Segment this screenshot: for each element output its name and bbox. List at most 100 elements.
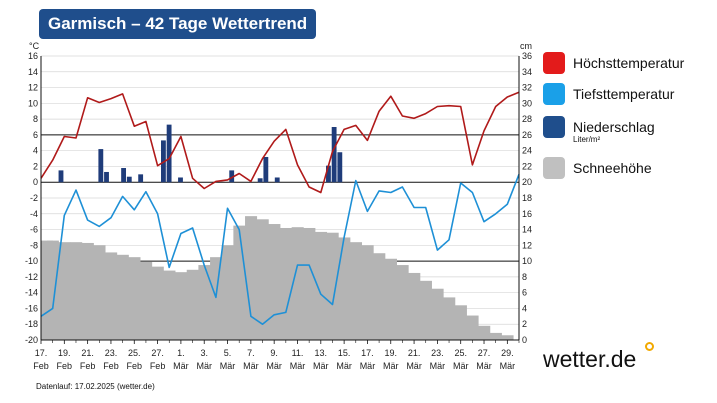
x-tick-day-label: 11. [292, 348, 304, 358]
legend-label-snow: Schneehöhe [573, 160, 652, 176]
x-tick-month-label: Mär [290, 361, 306, 371]
legend-swatch-high [543, 52, 565, 74]
x-tick-day-label: 21. [81, 348, 94, 358]
snow-bar [245, 216, 258, 340]
footer-data-run: Datenlauf: 17.02.2025 (wetter.de) [36, 382, 155, 391]
y-right-tick-label: 32 [522, 83, 532, 93]
x-tick-month-label: Mär [220, 361, 236, 371]
x-tick-month-label: Mär [360, 361, 376, 371]
x-tick-month-label: Feb [57, 361, 73, 371]
x-tick-month-label: Feb [127, 361, 143, 371]
snow-bar [186, 269, 199, 340]
snow-bar [46, 240, 59, 340]
legend-label-low: Tiefsttemperatur [573, 86, 675, 102]
y-left-tick-label: -18 [25, 319, 38, 329]
y-right-tick-label: 6 [522, 288, 527, 298]
snow-bar [303, 227, 316, 340]
snow-bar [128, 257, 141, 340]
y-right-tick-label: 2 [522, 319, 527, 329]
snow-bar [396, 265, 409, 340]
precip-bar [178, 177, 183, 183]
y-right-tick-label: 4 [522, 303, 527, 313]
low-temp-line [40, 174, 520, 326]
x-tick-day-label: 21. [408, 348, 421, 358]
x-tick-month-label: Mär [406, 361, 422, 371]
legend-swatch-precip [543, 116, 565, 138]
snow-bar [256, 219, 269, 340]
x-tick-day-label: 27. [151, 348, 164, 358]
y-right-tick-label: 34 [522, 67, 532, 77]
y-left-tick-label: -16 [25, 303, 38, 313]
snow-bar [431, 288, 444, 340]
x-tick-month-label: Feb [33, 361, 49, 371]
x-tick-day-label: 29. [501, 348, 514, 358]
precip-bar [263, 156, 269, 183]
x-tick-day-label: 23. [431, 348, 444, 358]
snow-bar [58, 242, 71, 340]
y-right-unit: cm [520, 41, 532, 51]
x-tick-month-label: Mär [243, 361, 259, 371]
x-tick-month-label: Mär [453, 361, 469, 371]
y-right-tick-label: 20 [522, 177, 532, 187]
x-tick-day-label: 19. [58, 348, 71, 358]
x-tick-month-label: Mär [336, 361, 352, 371]
chart-title: Garmisch – 42 Tage Wettertrend [39, 9, 317, 39]
y-left-tick-label: 8 [33, 114, 38, 124]
x-tick-month-label: Mär [500, 361, 516, 371]
y-left-tick-label: -14 [25, 288, 38, 298]
temperature-series [40, 91, 520, 326]
x-tick-month-label: Mär [266, 361, 282, 371]
snow-bar [373, 253, 386, 340]
legend-label-high: Höchsttemperatur [573, 55, 685, 71]
snow-bar [349, 242, 363, 340]
x-tick-month-label: Mär [476, 361, 492, 371]
snow-bar [93, 245, 106, 340]
y-right-tick-label: 18 [522, 193, 532, 203]
snow-bar [233, 225, 246, 340]
x-tick-day-label: 17. [35, 348, 48, 358]
y-left-tick-label: 4 [33, 146, 38, 156]
snow-bar [175, 272, 188, 340]
logo-dot-icon [645, 342, 654, 351]
snow-bar [338, 237, 351, 340]
y-left-tick-label: -2 [30, 193, 38, 203]
y-left-tick-label: -4 [30, 209, 38, 219]
x-tick-month-label: Mär [173, 361, 189, 371]
x-tick-day-label: 5. [224, 348, 232, 358]
x-tick-month-label: Feb [80, 361, 96, 371]
y-left-tick-label: 14 [28, 67, 38, 77]
snow-bar [419, 280, 432, 340]
y-left-tick-label: -8 [30, 240, 38, 250]
y-right-tick-label: 16 [522, 209, 532, 219]
x-tick-month-label: Feb [150, 361, 166, 371]
x-tick-day-label: 9. [270, 348, 278, 358]
y-right-tick-label: 8 [522, 272, 527, 282]
precip-bar [121, 168, 127, 183]
x-tick-day-label: 27. [478, 348, 491, 358]
snow-bar [151, 266, 164, 340]
y-left-unit: °C [29, 41, 40, 51]
snow-bar [198, 265, 211, 340]
y-left-tick-label: 12 [28, 83, 38, 93]
x-tick-month-label: Feb [103, 361, 119, 371]
x-tick-day-label: 19. [384, 348, 397, 358]
legend-label-precip: Niederschlag [573, 119, 655, 135]
y-right-tick-label: 26 [522, 130, 532, 140]
y-left-tick-label: -6 [30, 225, 38, 235]
y-left-tick-label: 2 [33, 161, 38, 171]
x-tick-month-label: Mär [313, 361, 329, 371]
snow-bar [221, 245, 234, 340]
y-right-tick-label: 36 [522, 51, 532, 61]
snow-bar [501, 335, 514, 340]
x-tick-day-label: 23. [105, 348, 118, 358]
precip-bar [104, 171, 109, 183]
high-temp-line [40, 91, 520, 194]
snow-series [41, 216, 514, 340]
y-right-tick-label: 10 [522, 256, 532, 266]
snow-bar [280, 227, 293, 340]
snow-bar [326, 232, 339, 340]
snow-bar [116, 254, 129, 340]
x-tick-day-label: 3. [200, 348, 208, 358]
